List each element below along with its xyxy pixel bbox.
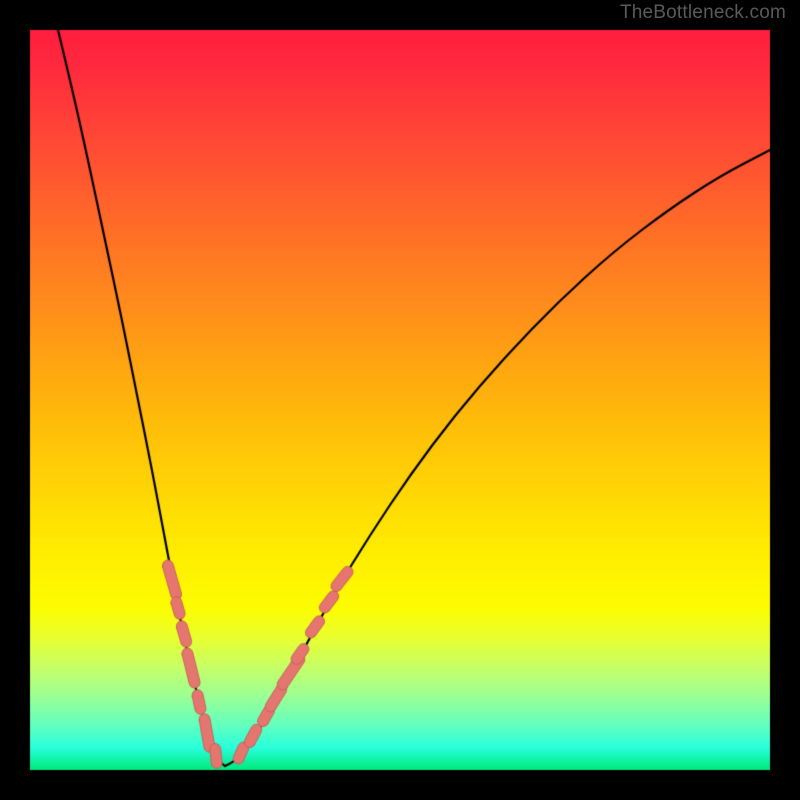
chart-stage: TheBottleneck.com (0, 0, 800, 800)
bottleneck-chart-canvas (0, 0, 800, 800)
watermark-label: TheBottleneck.com (620, 2, 786, 24)
